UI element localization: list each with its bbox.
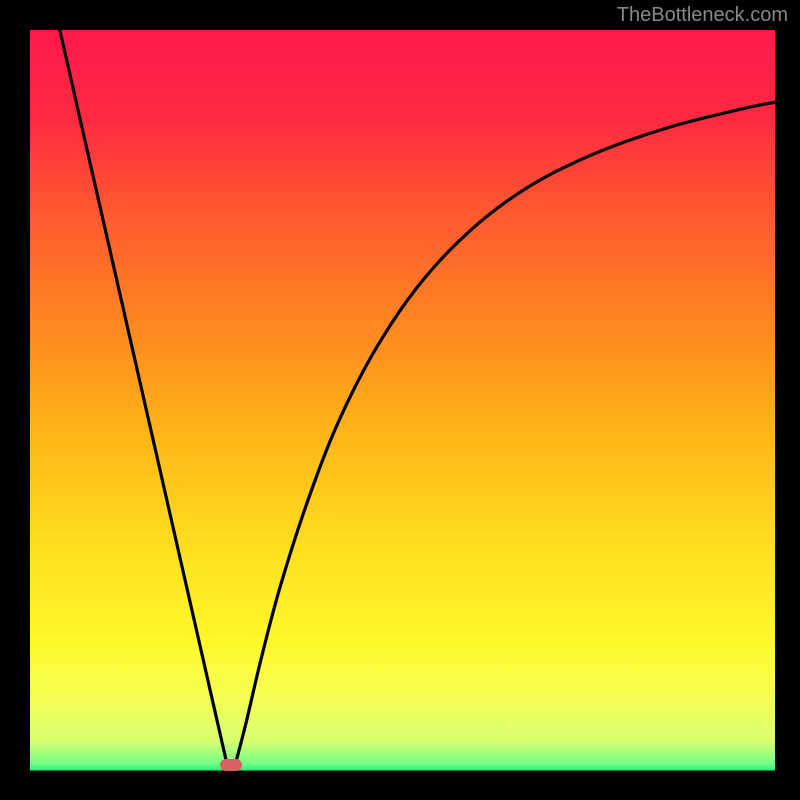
minimum-marker [220, 759, 242, 771]
gradient-background [30, 30, 775, 775]
chart-container: TheBottleneck.com [0, 0, 800, 800]
plot-area [30, 30, 775, 775]
watermark-text: TheBottleneck.com [617, 4, 788, 27]
